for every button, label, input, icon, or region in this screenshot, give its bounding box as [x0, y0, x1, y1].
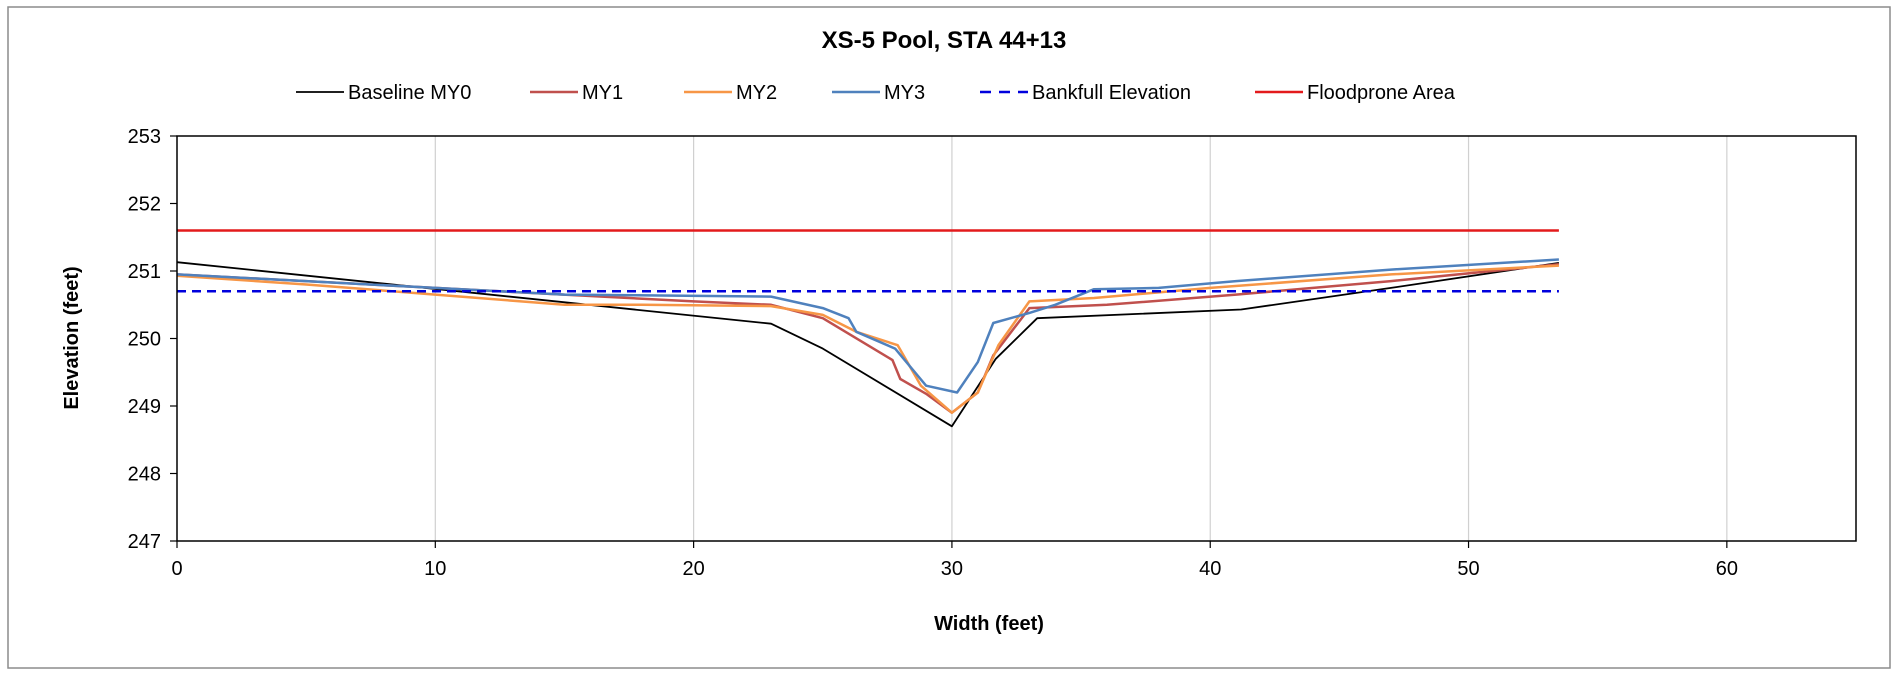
series-line-my3 [176, 258, 1559, 394]
chart-title: XS-5 Pool, STA 44+13 [822, 27, 1067, 54]
y-tick-label: 251 [128, 261, 161, 283]
legend-label: MY2 [736, 82, 777, 104]
x-tick-label: 30 [941, 558, 963, 580]
y-tick-label: 252 [128, 194, 161, 216]
gridlines [434, 136, 1728, 541]
x-tick-label: 10 [424, 558, 446, 580]
series-layer [176, 229, 1560, 428]
series-line-baseline-my0 [176, 261, 1560, 428]
legend-label: Baseline MY0 [348, 82, 471, 104]
y-tick-label: 248 [128, 464, 161, 486]
legend-label: MY1 [582, 82, 623, 104]
y-tick-label: 253 [128, 126, 161, 148]
series-line-my1 [176, 263, 1560, 414]
y-axis-title: Elevation (feet) [61, 266, 83, 409]
legend-label: Bankfull Elevation [1032, 82, 1191, 104]
x-tick-label: 40 [1199, 558, 1221, 580]
x-tick-labels: 0 10 20 30 40 50 60 [171, 541, 1738, 580]
chart-border [7, 6, 1891, 669]
y-tick-label: 247 [128, 531, 161, 553]
y-tick-label: 250 [128, 329, 161, 351]
x-tick-label: 20 [682, 558, 704, 580]
x-tick-label: 50 [1457, 558, 1479, 580]
x-tick-label: 0 [171, 558, 182, 580]
legend: Baseline MY0 MY1 MY2 MY3 Bankfull Elevation F… [296, 82, 1456, 104]
legend-label: MY3 [884, 82, 925, 104]
y-tick-label: 249 [128, 396, 161, 418]
y-tick-labels: 247 248 249 250 251 252 253 [128, 126, 177, 553]
legend-label: Floodprone Area [1307, 82, 1456, 104]
x-axis-title: Width (feet) [934, 613, 1044, 635]
x-tick-label: 60 [1716, 558, 1738, 580]
